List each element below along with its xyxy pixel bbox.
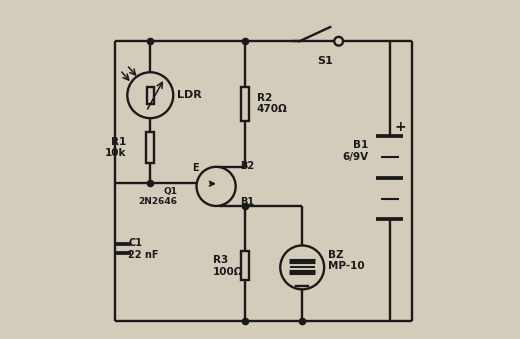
Circle shape xyxy=(280,245,324,290)
Text: R1
10k: R1 10k xyxy=(105,137,127,158)
Text: B1: B1 xyxy=(240,197,254,206)
Text: E: E xyxy=(192,163,199,173)
Bar xyxy=(147,87,153,104)
Text: C1
22 nF: C1 22 nF xyxy=(128,238,159,260)
Bar xyxy=(241,252,249,280)
Bar xyxy=(241,87,249,121)
Text: R2
470Ω: R2 470Ω xyxy=(257,93,288,115)
Text: R3
100Ω: R3 100Ω xyxy=(213,255,243,277)
Circle shape xyxy=(127,72,173,118)
Circle shape xyxy=(334,37,343,46)
Circle shape xyxy=(197,167,236,206)
Text: B2: B2 xyxy=(240,161,254,171)
Bar xyxy=(146,132,154,163)
Text: S1: S1 xyxy=(317,57,333,66)
Text: +: + xyxy=(394,120,406,134)
Text: BZ
MP-10: BZ MP-10 xyxy=(328,250,364,272)
Text: Q1
2N2646: Q1 2N2646 xyxy=(138,187,177,206)
Text: B1
6/9V: B1 6/9V xyxy=(342,140,368,162)
Text: LDR: LDR xyxy=(177,90,202,100)
